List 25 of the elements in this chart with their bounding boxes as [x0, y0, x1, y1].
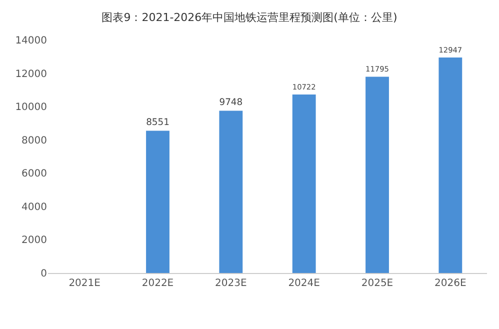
y-tick-label: 12000	[15, 68, 47, 80]
bar	[292, 94, 316, 273]
y-tick-label: 14000	[15, 36, 47, 46]
y-tick-label: 6000	[22, 168, 47, 180]
data-label: 9748	[219, 97, 243, 108]
data-label: 11795	[366, 64, 390, 74]
data-label: 8551	[146, 116, 170, 128]
x-tick-label: 2025E	[361, 278, 394, 289]
y-tick-label: 10000	[15, 102, 47, 114]
x-tick-label: 2026E	[434, 278, 466, 289]
y-tick-label: 2000	[22, 235, 47, 246]
chart-title: 图表9：2021-2026年中国地铁运营里程预测图(单位：公里)	[102, 10, 398, 24]
bar	[366, 76, 389, 273]
bar	[438, 58, 462, 273]
data-label: 10722	[292, 82, 316, 92]
y-tick-label: 0	[40, 268, 47, 280]
data-label: 12947	[438, 45, 462, 54]
bar	[219, 110, 243, 273]
x-tick-label: 2023E	[215, 278, 247, 289]
bar	[146, 130, 170, 273]
y-tick-label: 8000	[22, 135, 47, 146]
x-tick-label: 2022E	[142, 278, 174, 289]
x-tick-label: 2021E	[68, 278, 100, 289]
y-tick-label: 4000	[22, 202, 47, 213]
x-tick-label: 2024E	[288, 278, 320, 289]
